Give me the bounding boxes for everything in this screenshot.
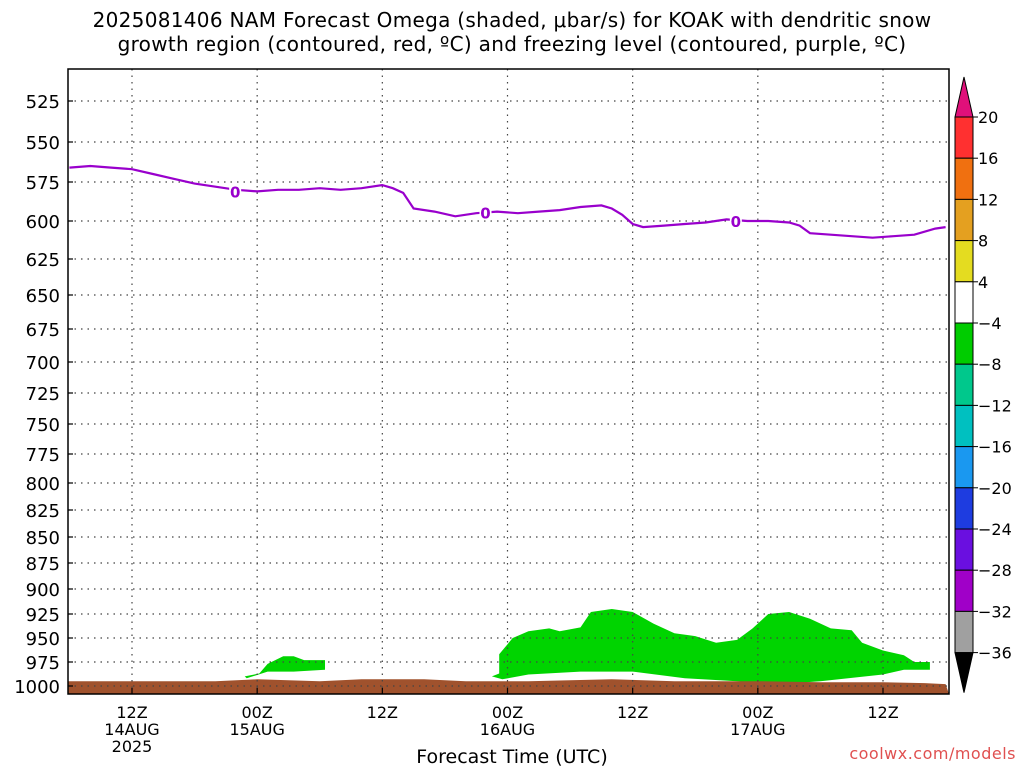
xtick-label-48-1: 16AUG (480, 720, 535, 739)
x-axis-label: Forecast Time (UTC) (416, 746, 608, 768)
colorbar-label-4: 4 (978, 273, 988, 292)
colorbar-swatch-7 (954, 404, 974, 448)
omega-shading (244, 609, 930, 685)
chart-title-line1: 2025081406 NAM Forecast Omega (shaded, μ… (92, 8, 932, 32)
colorbar-label-9: −20 (978, 479, 1012, 498)
ytick-label-900: 900 (26, 580, 60, 601)
ytick-label-850: 850 (26, 528, 60, 549)
ytick-label-600: 600 (26, 212, 60, 233)
colorbar-label-11: −28 (978, 561, 1012, 580)
contour-label-3: 0 (731, 213, 741, 231)
ytick-label-800: 800 (26, 474, 60, 495)
ytick-label-650: 650 (26, 286, 60, 307)
ytick-label-1000: 1000 (14, 677, 60, 698)
xtick-label-12-2: 2025 (112, 737, 153, 756)
colorbar-swatch-5 (954, 322, 974, 365)
xtick-label-48-0: 00Z (492, 703, 523, 722)
xtick-label-84-0: 12Z (867, 703, 898, 722)
terrain-fill (68, 679, 949, 694)
ytick-label-625: 625 (26, 250, 60, 271)
colorbar-swatch-6 (954, 363, 974, 406)
colorbar-label-1: 16 (978, 149, 998, 168)
xtick-label-24-0: 00Z (242, 703, 273, 722)
colorbar-swatch-10 (954, 528, 974, 571)
xtick-label-12-1: 14AUG (104, 720, 159, 739)
colorbar-label-6: −8 (978, 355, 1002, 374)
site-credit: coolwx.com/models (849, 744, 1016, 763)
colorbar-swatch-12 (954, 610, 974, 654)
contour-label-2: 0 (480, 204, 490, 222)
omega-region-1 (244, 656, 325, 679)
terrain-area (68, 679, 949, 694)
plot-frame (67, 68, 950, 695)
contour-label-bg (479, 204, 492, 221)
ytick-label-925: 925 (26, 605, 60, 626)
xtick-label-72-0: 00Z (742, 703, 773, 722)
ytick-label-675: 675 (26, 320, 60, 341)
ytick-label-575: 575 (26, 173, 60, 194)
contour-label-bg (729, 213, 742, 229)
colorbar-swatch-11 (954, 569, 974, 612)
ytick-label-700: 700 (26, 353, 60, 374)
contour-label-bg (229, 183, 242, 200)
colorbar-swatch-0 (954, 116, 974, 159)
y-axis: 525 550 575 600 625 650 675 700 725 750 775 800 825 8… (14, 92, 73, 698)
xtick-label-36-0: 12Z (367, 703, 398, 722)
ytick-label-825: 825 (26, 501, 60, 522)
colorbar: 20 16 12 8 4 −4 −8 −12 −16 −20 −24 −28 −32 −36 (954, 76, 1012, 693)
ytick-label-875: 875 (26, 554, 60, 575)
ytick-label-950: 950 (26, 629, 60, 650)
colorbar-swatch-2 (954, 198, 974, 242)
ytick-label-975: 975 (26, 653, 60, 674)
colorbar-swatch-3 (954, 240, 974, 283)
colorbar-label-10: −24 (978, 520, 1012, 539)
xtick-label-60-0: 12Z (617, 703, 648, 722)
ytick-label-750: 750 (26, 415, 60, 436)
omega-region-2 (491, 609, 930, 685)
ytick-label-525: 525 (26, 92, 60, 113)
freezing-level-line (69, 164, 946, 239)
colorbar-swatch-8 (954, 446, 974, 489)
chart-title-line2: growth region (contoured, red, ºC) and f… (117, 32, 907, 56)
ytick-label-725: 725 (26, 384, 60, 405)
colorbar-label-13: −36 (978, 644, 1012, 663)
colorbar-label-12: −32 (978, 602, 1012, 621)
colorbar-swatch-9 (954, 487, 974, 530)
xtick-label-24-1: 15AUG (229, 720, 284, 739)
xtick-label-12-0: 12Z (116, 703, 147, 722)
colorbar-swatch-1 (954, 157, 974, 200)
xtick-label-72-1: 17AUG (730, 720, 785, 739)
colorbar-label-2: 12 (978, 190, 998, 209)
colorbar-label-0: 20 (978, 108, 998, 127)
freezing-level-contour: 0 0 0 (69, 164, 946, 239)
colorbar-label-5: −4 (978, 314, 1002, 333)
ytick-label-775: 775 (26, 445, 60, 466)
colorbar-swatch-4 (954, 281, 974, 324)
grid-lines (68, 69, 949, 694)
ytick-label-550: 550 (26, 133, 60, 154)
colorbar-bottom-arrow (954, 652, 974, 693)
colorbar-label-7: −12 (978, 396, 1012, 415)
contour-label-1: 0 (230, 183, 240, 201)
colorbar-top-arrow (954, 76, 974, 118)
colorbar-label-8: −16 (978, 438, 1012, 457)
colorbar-label-3: 8 (978, 232, 988, 251)
